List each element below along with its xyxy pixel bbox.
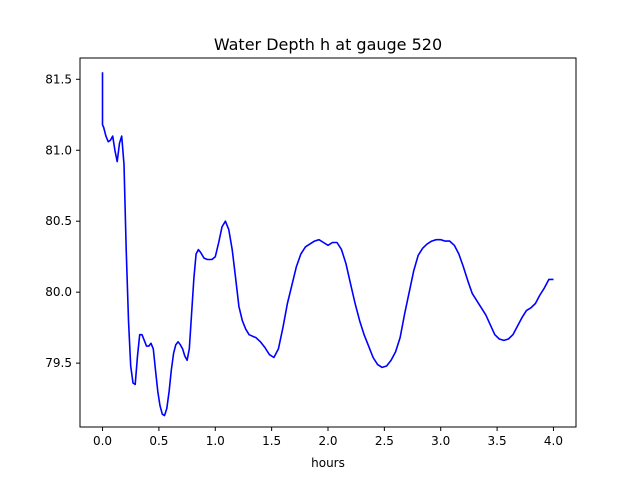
series-line [101, 72, 554, 417]
y-tick-label: 81.0 [45, 143, 72, 157]
chart-title: Water Depth h at gauge 520 [214, 35, 442, 54]
x-tick-label: 1.5 [262, 434, 281, 448]
x-tick-label: 0.0 [93, 434, 112, 448]
plot-frame [79, 57, 577, 428]
y-tick-label: 80.5 [45, 214, 72, 228]
x-tick-label: 1.0 [206, 434, 225, 448]
x-tick-label: 3.5 [488, 434, 507, 448]
x-tick-label: 2.5 [375, 434, 394, 448]
x-axis-ticks: 0.0 0.5 1.0 1.5 2.0 2.5 3.0 3.5 4.0 [93, 427, 563, 448]
y-axis-ticks: 79.5 80.0 80.5 81.0 81.5 [45, 72, 80, 370]
y-tick-label: 80.0 [45, 285, 72, 299]
x-tick-label: 2.0 [318, 434, 337, 448]
x-tick-label: 4.0 [544, 434, 563, 448]
y-tick-label: 81.5 [45, 72, 72, 86]
x-tick-label: 3.0 [431, 434, 450, 448]
y-tick-label: 79.5 [45, 356, 72, 370]
x-axis-label: hours [311, 456, 345, 470]
x-tick-label: 0.5 [149, 434, 168, 448]
